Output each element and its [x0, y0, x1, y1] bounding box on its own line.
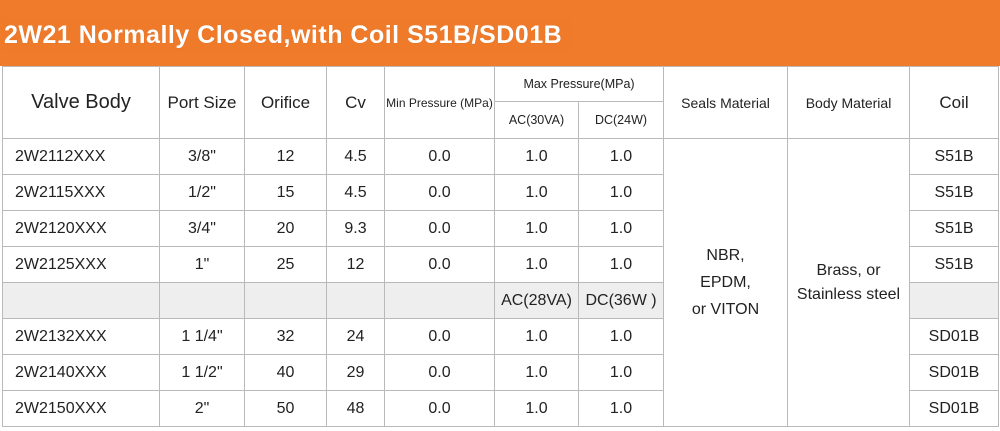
cv-cell: 9.3	[326, 210, 385, 247]
cv-cell: 4.5	[326, 138, 385, 175]
seals-material-cell: NBR, EPDM, or VITON	[663, 138, 789, 427]
header-cv: Cv	[326, 66, 385, 139]
coil-cell: S51B	[909, 210, 1000, 247]
orifice-cell: 40	[244, 354, 327, 391]
port-size-cell: 3/8"	[159, 138, 245, 175]
ac-pressure-cell: 1.0	[494, 246, 579, 283]
cv-cell: 12	[326, 246, 385, 283]
port-size-cell: 1/2"	[159, 174, 245, 211]
min-pressure-cell: 0.0	[384, 318, 495, 355]
cv-cell: 24	[326, 318, 385, 355]
orifice-cell: 20	[244, 210, 327, 247]
subheader-row: AC(28VA) DC(36W )	[2, 282, 1000, 319]
empty-cell	[2, 282, 160, 319]
body-material-line-2: Stainless steel	[796, 285, 901, 303]
ac-pressure-cell: 1.0	[494, 354, 579, 391]
min-pressure-cell: 0.0	[384, 210, 495, 247]
header-dc-24w: DC(24W)	[577, 101, 665, 139]
header-orifice: Orifice	[244, 66, 327, 139]
cv-cell: 29	[326, 354, 385, 391]
ac-pressure-cell: 1.0	[494, 138, 579, 175]
coil-cell: SD01B	[909, 354, 1000, 391]
header-ac-28va: AC(28VA)	[494, 282, 579, 319]
empty-cell	[384, 282, 495, 319]
header-valve-body: Valve Body	[2, 66, 160, 139]
cv-cell: 48	[326, 390, 385, 427]
coil-cell: SD01B	[909, 318, 1000, 355]
dc-pressure-cell: 1.0	[577, 210, 665, 247]
body-material-line-1: Brass, or	[816, 261, 881, 279]
table-row: 2W2125XXX 1" 25 12 0.0 1.0 1.0 S51B	[2, 246, 1000, 283]
port-size-cell: 1"	[159, 246, 245, 283]
coil-cell: S51B	[909, 246, 1000, 283]
header-max-pressure: Max Pressure(MPa)	[493, 66, 665, 102]
model-cell: 2W2115XXX	[2, 174, 160, 211]
model-cell: 2W2125XXX	[2, 246, 160, 283]
header-dc-36w: DC(36W )	[577, 282, 665, 319]
port-size-cell: 2"	[159, 390, 245, 427]
dc-pressure-cell: 1.0	[577, 354, 665, 391]
header-ac-30va: AC(30VA)	[494, 101, 579, 139]
orifice-cell: 12	[244, 138, 327, 175]
table-row: 2W2120XXX 3/4" 20 9.3 0.0 1.0 1.0 S51B	[2, 210, 1000, 247]
coil-cell: S51B	[909, 138, 1000, 175]
dc-pressure-cell: 1.0	[577, 174, 665, 211]
empty-cell	[909, 282, 1000, 319]
header-min-pressure: Min Pressure (MPa)	[384, 66, 495, 139]
seals-line-1: NBR,	[706, 247, 745, 264]
orifice-cell: 25	[244, 246, 327, 283]
orifice-cell: 50	[244, 390, 327, 427]
min-pressure-cell: 0.0	[384, 138, 495, 175]
empty-cell	[159, 282, 245, 319]
min-pressure-cell: 0.0	[384, 390, 495, 427]
orifice-cell: 15	[244, 174, 327, 211]
table-row: 2W2112XXX 3/8" 12 4.5 0.0 1.0 1.0 NBR, E…	[2, 138, 1000, 427]
seals-line-2: EPDM,	[700, 274, 751, 291]
spec-table: Valve Body Port Size Orifice Cv Min Pres…	[2, 66, 1000, 427]
dc-pressure-cell: 1.0	[577, 390, 665, 427]
header-body-material: Body Material	[787, 66, 911, 139]
port-size-cell: 1 1/2"	[159, 354, 245, 391]
coil-cell: S51B	[909, 174, 1000, 211]
dc-pressure-cell: 1.0	[577, 318, 665, 355]
model-cell: 2W2112XXX	[2, 138, 160, 175]
min-pressure-cell: 0.0	[384, 246, 495, 283]
cv-cell: 4.5	[326, 174, 385, 211]
table-row: 2W2115XXX 1/2" 15 4.5 0.0 1.0 1.0 S51B	[2, 174, 1000, 211]
model-cell: 2W2120XXX	[2, 210, 160, 247]
empty-cell	[244, 282, 327, 319]
dc-pressure-cell: 1.0	[577, 246, 665, 283]
ac-pressure-cell: 1.0	[494, 210, 579, 247]
header-coil: Coil	[909, 66, 1000, 139]
seals-line-3: or VITON	[691, 301, 760, 318]
coil-cell: SD01B	[909, 390, 1000, 427]
orifice-cell: 32	[244, 318, 327, 355]
dc-pressure-cell: 1.0	[577, 138, 665, 175]
min-pressure-cell: 0.0	[384, 174, 495, 211]
page-title: 2W21 Normally Closed,with Coil S51B/SD01…	[2, 18, 573, 52]
empty-cell	[326, 282, 385, 319]
table-row: 2W2132XXX 1 1/4" 32 24 0.0 1.0 1.0 SD01B	[2, 318, 1000, 355]
header-port-size: Port Size	[159, 66, 245, 139]
model-cell: 2W2140XXX	[2, 354, 160, 391]
ac-pressure-cell: 1.0	[494, 174, 579, 211]
port-size-cell: 1 1/4"	[159, 318, 245, 355]
min-pressure-cell: 0.0	[384, 354, 495, 391]
model-cell: 2W2150XXX	[2, 390, 160, 427]
header-seals-material: Seals Material	[663, 66, 789, 139]
title-banner: 2W21 Normally Closed,with Coil S51B/SD01…	[0, 0, 1000, 66]
model-cell: 2W2132XXX	[2, 318, 160, 355]
ac-pressure-cell: 1.0	[494, 390, 579, 427]
ac-pressure-cell: 1.0	[494, 318, 579, 355]
table-row: 2W2150XXX 2" 50 48 0.0 1.0 1.0 SD01B	[2, 390, 1000, 427]
body-material-cell: Brass, or Stainless steel	[787, 138, 911, 427]
port-size-cell: 3/4"	[159, 210, 245, 247]
